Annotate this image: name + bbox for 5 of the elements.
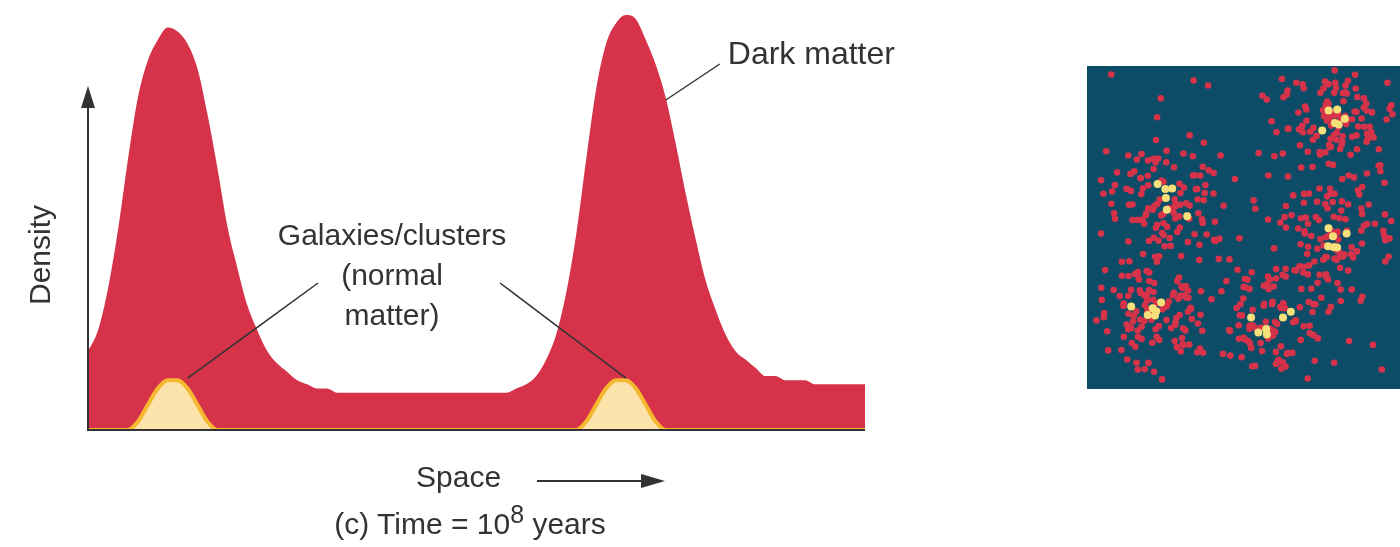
text: Dark matter — [727, 34, 896, 71]
y-axis-title: Density — [23, 204, 57, 306]
text: Galaxies/clusters (normal matter) — [277, 218, 507, 332]
text: (c) Time = 10$^{8}$ years — [334, 500, 606, 541]
x-axis-title: Space — [416, 460, 502, 494]
